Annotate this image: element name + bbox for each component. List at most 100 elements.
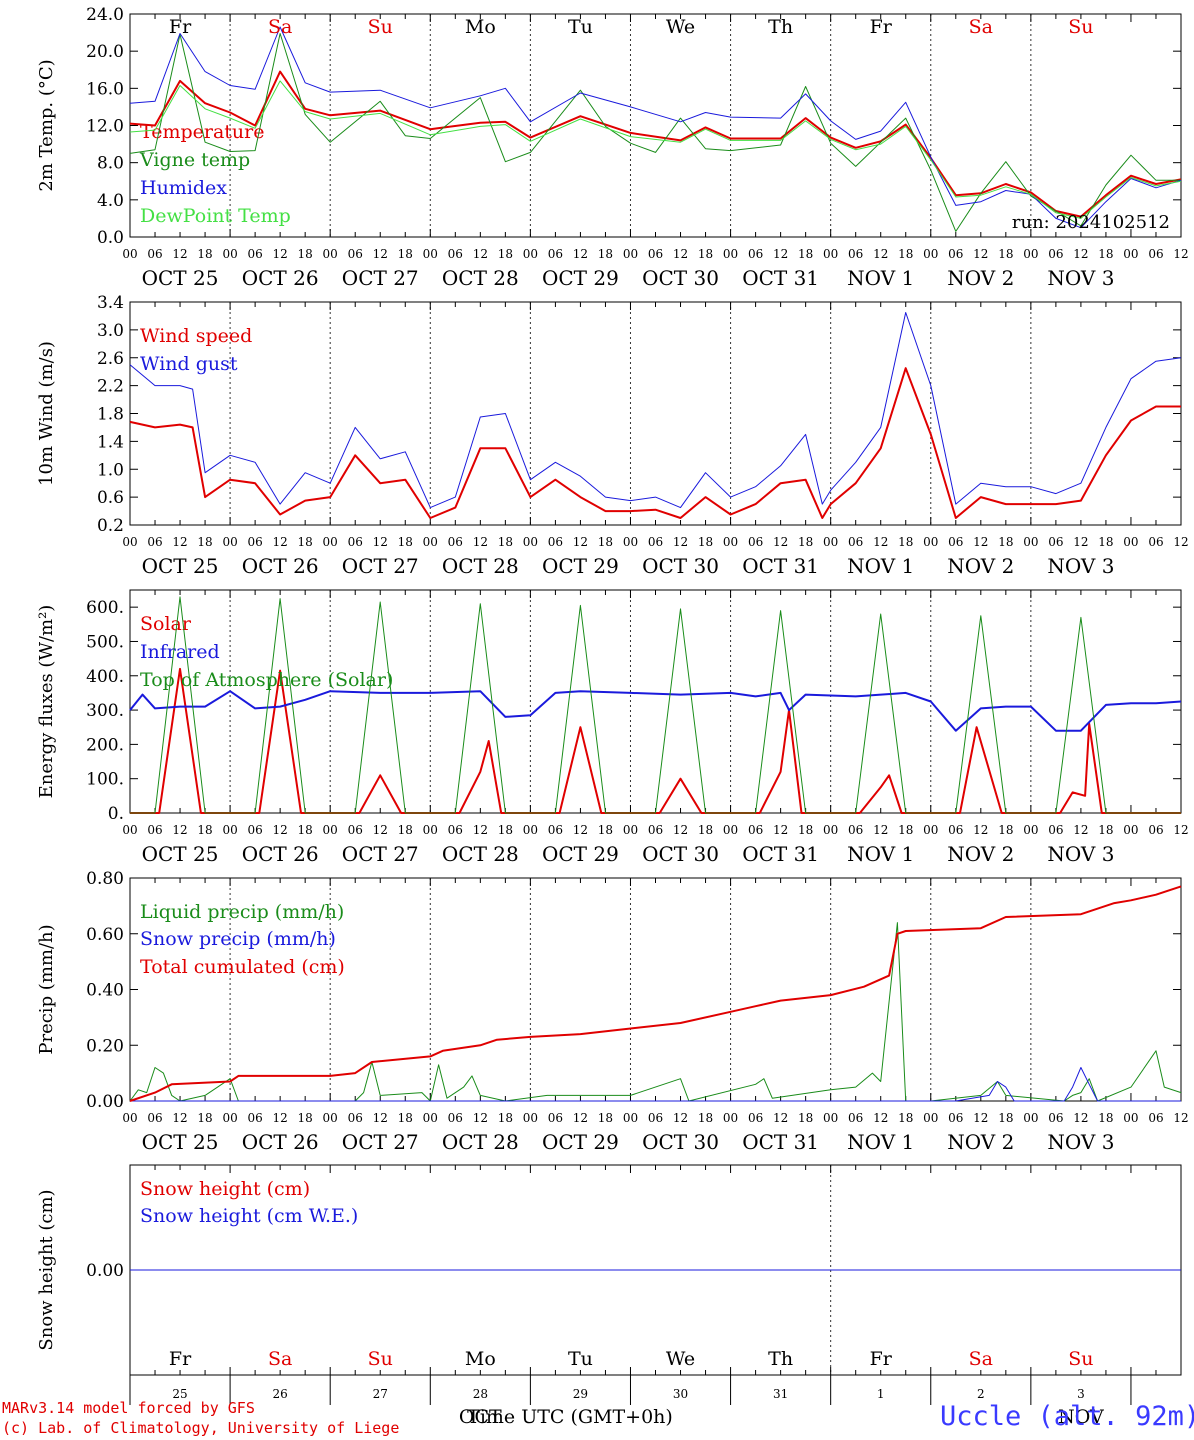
series-line-wind-gust	[129, 312, 1182, 509]
hour-tick-label: 06	[648, 823, 663, 837]
date-label: OCT 31	[742, 266, 819, 290]
y-tick-label: 100.	[86, 770, 124, 790]
hour-tick-label: 00	[823, 247, 838, 261]
hour-tick-label: 12	[773, 1111, 788, 1125]
weekday-label: Su	[1068, 16, 1093, 38]
day-number-label: 27	[373, 1387, 388, 1401]
hour-tick-label: 06	[548, 247, 563, 261]
month-label: NOV	[1058, 1406, 1104, 1428]
series-line-top-of-atmosphere-solar	[130, 596, 1181, 814]
weekday-label: Fr	[870, 16, 893, 38]
date-label: NOV 2	[947, 554, 1014, 578]
y-tick-label: 20.0	[86, 42, 124, 62]
y-axis-label: 10m Wind (m/s)	[36, 341, 57, 486]
hour-tick-label: 00	[623, 247, 638, 261]
hour-tick-label: 00	[222, 247, 237, 261]
date-label: OCT 29	[542, 1130, 619, 1154]
hour-tick-label: 18	[197, 535, 212, 549]
weekday-label: Sa	[969, 1348, 993, 1370]
date-label: OCT 31	[742, 554, 819, 578]
run-label: run: 2024102512	[1012, 212, 1170, 233]
date-label: OCT 25	[142, 266, 219, 290]
date-label: NOV 1	[847, 1130, 914, 1154]
weekday-label: We	[666, 1348, 695, 1370]
hour-tick-label: 18	[798, 535, 813, 549]
date-label: NOV 2	[947, 1130, 1014, 1154]
hour-tick-label: 06	[748, 247, 763, 261]
y-axis-label: Snow height (cm)	[36, 1189, 57, 1350]
hour-tick-label: 12	[172, 1111, 187, 1125]
hour-tick-label: 06	[448, 823, 463, 837]
hour-tick-label: 18	[1098, 1111, 1113, 1125]
hour-tick-label: 12	[1173, 247, 1188, 261]
hour-tick-label: 06	[848, 823, 863, 837]
weekday-label: Sa	[268, 1348, 292, 1370]
hour-tick-label: 12	[1073, 1111, 1088, 1125]
y-tick-label: 1.4	[97, 432, 124, 452]
date-label: OCT 28	[442, 554, 519, 578]
y-tick-label: 24.0	[86, 5, 124, 25]
hour-tick-label: 00	[523, 1111, 538, 1125]
hour-tick-label: 06	[848, 1111, 863, 1125]
hour-tick-label: 00	[923, 247, 938, 261]
hour-tick-label: 00	[723, 247, 738, 261]
legend-entry: Wind gust	[140, 353, 238, 375]
hour-tick-label: 06	[448, 1111, 463, 1125]
hour-tick-label: 18	[598, 823, 613, 837]
day-number-label: 1	[877, 1387, 885, 1401]
hour-tick-label: 12	[873, 535, 888, 549]
hour-tick-label: 00	[1123, 823, 1138, 837]
hour-tick-label: 12	[873, 1111, 888, 1125]
day-number-label: 25	[172, 1387, 187, 1401]
y-axis-label: Precip (mm/h)	[36, 924, 57, 1054]
hour-tick-label: 00	[523, 823, 538, 837]
date-label: NOV 2	[947, 266, 1014, 290]
hour-tick-label: 06	[548, 823, 563, 837]
y-tick-label: 16.0	[86, 79, 124, 99]
hour-tick-label: 00	[222, 1111, 237, 1125]
panel-5: 0.00 Snow height (cm) Snow height (cm) Snow…	[36, 1164, 1182, 1428]
hour-tick-label: 18	[1098, 823, 1113, 837]
weekday-label: Mo	[465, 16, 496, 38]
date-label: OCT 27	[342, 842, 419, 866]
hour-tick-label: 00	[122, 247, 137, 261]
hour-tick-label: 12	[773, 823, 788, 837]
hour-tick-label: 06	[648, 247, 663, 261]
hour-tick-label: 06	[848, 247, 863, 261]
date-label: OCT 30	[642, 842, 719, 866]
hour-tick-label: 12	[473, 1111, 488, 1125]
hour-tick-label: 18	[598, 535, 613, 549]
hour-tick-label: 06	[548, 1111, 563, 1125]
hour-tick-label: 00	[323, 823, 338, 837]
hour-tick-label: 00	[723, 823, 738, 837]
weekday-label: We	[666, 16, 695, 38]
hour-tick-label: 00	[1023, 823, 1038, 837]
y-tick-label: 600.	[86, 598, 124, 618]
hour-tick-label: 18	[798, 823, 813, 837]
hour-tick-label: 18	[698, 823, 713, 837]
hour-tick-label: 18	[197, 247, 212, 261]
hour-tick-label: 18	[998, 823, 1013, 837]
day-number-label: 30	[673, 1387, 688, 1401]
hour-tick-label: 18	[898, 1111, 913, 1125]
y-tick-label: 0.60	[86, 925, 124, 945]
date-label: OCT 27	[342, 554, 419, 578]
weekday-label: Tu	[568, 16, 593, 38]
date-label: OCT 29	[542, 842, 619, 866]
hour-tick-label: 00	[122, 535, 137, 549]
hour-tick-label: 00	[923, 823, 938, 837]
hour-tick-label: 00	[1023, 1111, 1038, 1125]
y-tick-label: 1.8	[97, 405, 124, 425]
day-number-label: 29	[573, 1387, 588, 1401]
y-tick-label: 0.80	[86, 869, 124, 889]
hour-tick-label: 06	[548, 535, 563, 549]
hour-tick-label: 06	[1048, 535, 1063, 549]
date-label: OCT 31	[742, 1130, 819, 1154]
hour-tick-label: 06	[247, 247, 262, 261]
date-label: OCT 29	[542, 266, 619, 290]
legend-entry: Snow height (cm)	[140, 1178, 310, 1200]
hour-tick-label: 06	[348, 823, 363, 837]
y-tick-label: 4.0	[97, 191, 124, 211]
hour-tick-label: 00	[323, 1111, 338, 1125]
hour-tick-label: 18	[998, 1111, 1013, 1125]
